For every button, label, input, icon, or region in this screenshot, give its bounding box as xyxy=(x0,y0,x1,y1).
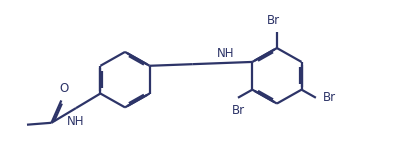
Text: Br: Br xyxy=(323,91,336,104)
Text: Br: Br xyxy=(267,14,280,27)
Text: O: O xyxy=(60,82,69,95)
Text: NH: NH xyxy=(217,47,234,60)
Text: Br: Br xyxy=(231,104,244,117)
Text: NH: NH xyxy=(67,115,84,128)
